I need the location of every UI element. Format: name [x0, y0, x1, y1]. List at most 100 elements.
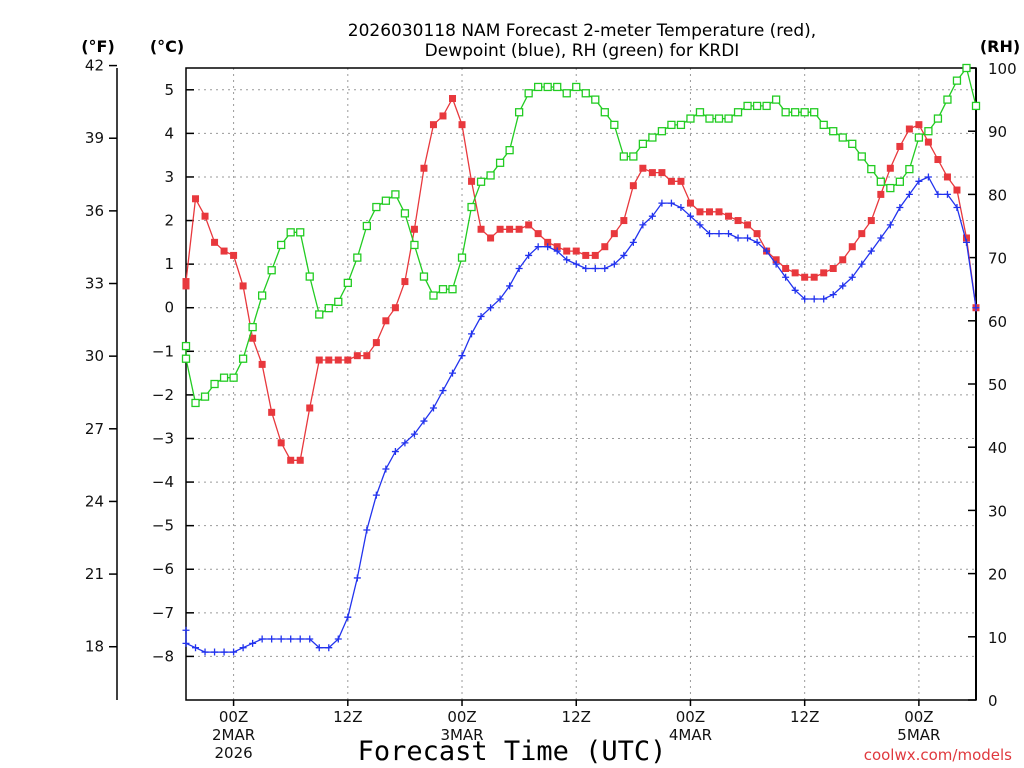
temperature-point: [753, 230, 761, 238]
rh-point: [514, 108, 524, 117]
rh-point: [286, 228, 295, 237]
rh-point: [667, 120, 676, 130]
x-tick-label: 00Z: [676, 708, 705, 726]
temperature-point: [629, 182, 637, 190]
dewpoint-point: [268, 635, 276, 643]
dewpoint-point: [353, 574, 361, 582]
rh-point: [467, 202, 476, 212]
rh-point: [181, 354, 191, 363]
dewpoint-point: [582, 264, 590, 272]
temperature-point: [915, 121, 923, 129]
rh-point: [343, 278, 352, 288]
fahrenheit-axis-unit: (°F): [81, 37, 115, 56]
fahrenheit-tick-label: 42: [85, 57, 104, 75]
temperature-point: [810, 273, 818, 281]
fahrenheit-tick-label: 18: [85, 638, 104, 656]
fahrenheit-tick-label: 36: [85, 202, 104, 220]
rh-point: [438, 285, 448, 294]
temperature-point: [877, 190, 885, 198]
temperature-point: [477, 225, 485, 233]
dewpoint-point: [496, 295, 504, 303]
temperature-point: [896, 142, 904, 150]
dewpoint-point: [867, 247, 875, 255]
rh-point: [810, 108, 819, 117]
temperature-point: [905, 125, 913, 133]
temperature-point: [725, 212, 733, 220]
temperature-point: [468, 177, 476, 185]
rh-tick-label: 60: [988, 313, 1007, 331]
rh-point: [771, 95, 781, 104]
rh-tick-label: 10: [988, 629, 1007, 647]
rh-tick-label: 90: [988, 123, 1007, 141]
dewpoint-point: [372, 491, 380, 499]
dewpoint-point: [686, 212, 694, 220]
dewpoint-point: [553, 247, 561, 255]
dewpoint-point: [848, 273, 856, 281]
temperature-point: [839, 256, 847, 264]
dewpoint-point: [744, 234, 752, 242]
dewpoint-series-line: [185, 176, 977, 653]
temperature-point: [287, 456, 295, 464]
temperature-point: [201, 212, 209, 220]
dewpoint-point: [525, 251, 533, 259]
chart-title-line2: Dewpoint (blue), RH (green) for KRDI: [425, 41, 740, 61]
celsius-tick-label: 4: [164, 124, 174, 142]
temperature-point: [496, 225, 504, 233]
dewpoint-point: [810, 295, 818, 303]
x-tick-label: 12Z: [562, 708, 591, 726]
temperature-point: [192, 195, 200, 203]
rh-point: [210, 379, 219, 389]
rh-point: [591, 95, 600, 104]
rh-point: [914, 133, 924, 142]
temperature-point: [782, 264, 790, 272]
temperature-point: [686, 199, 694, 207]
rh-point: [648, 133, 657, 142]
credit-link[interactable]: coolwx.com/models: [864, 746, 1012, 764]
dewpoint-point: [344, 613, 352, 621]
rh-series-line: [185, 66, 977, 405]
rh-point: [971, 101, 981, 111]
rh-point: [543, 82, 552, 92]
celsius-tick-label: −2: [152, 386, 174, 404]
temperature-point: [363, 352, 371, 360]
dewpoint-point: [534, 243, 542, 251]
temperature-point: [353, 352, 361, 360]
rh-point: [676, 120, 686, 130]
celsius-tick-label: −4: [152, 473, 174, 491]
dewpoint-point: [648, 212, 656, 220]
celsius-tick-label: −6: [152, 560, 174, 578]
rh-point: [248, 322, 257, 332]
rh-point: [791, 108, 800, 117]
dewpoint-point: [429, 404, 437, 412]
x-tick-date: 5MAR: [897, 726, 940, 744]
dewpoint-point: [829, 291, 837, 299]
rh-point: [219, 373, 229, 382]
dewpoint-point: [296, 635, 304, 643]
rh-point: [800, 108, 809, 117]
temperature-point: [563, 247, 571, 255]
dewpoint-point: [839, 282, 847, 290]
dewpoint-point: [420, 417, 428, 425]
rh-point: [838, 133, 847, 142]
rh-point: [943, 95, 952, 104]
dewpoint-point: [258, 635, 266, 643]
dewpoint-point: [962, 238, 970, 246]
temperature-point: [677, 177, 685, 185]
dewpoint-point: [201, 648, 209, 656]
x-tick-label: 12Z: [790, 708, 819, 726]
rh-point: [391, 190, 400, 199]
temperature-point: [620, 217, 628, 225]
celsius-tick-label: 5: [164, 81, 174, 99]
rh-point: [562, 89, 571, 98]
rh-point: [534, 82, 543, 92]
dewpoint-point: [410, 430, 418, 438]
celsius-tick-label: 3: [164, 168, 174, 186]
temperature-series-line: [185, 96, 977, 461]
temperature-point: [867, 217, 875, 225]
dewpoint-point: [220, 648, 228, 656]
temperature-point: [258, 360, 266, 368]
rh-tick-label: 100: [988, 60, 1017, 78]
temperature-point: [439, 112, 447, 120]
dewpoint-point: [192, 644, 200, 652]
dewpoint-point: [658, 199, 666, 207]
